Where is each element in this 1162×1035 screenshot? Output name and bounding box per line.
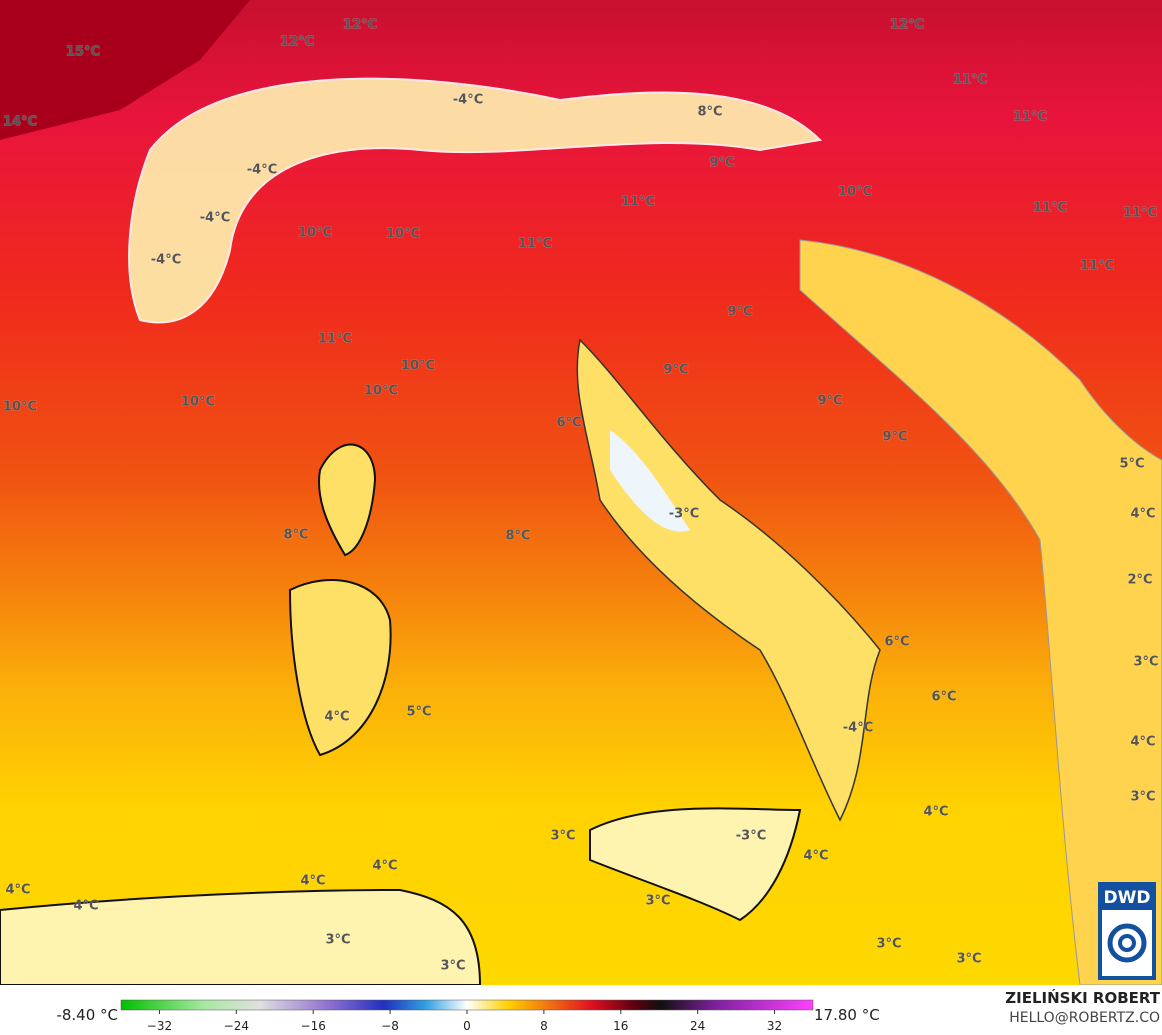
temperature-label: -3°C: [669, 507, 699, 522]
colorbar-tick-label: −32: [147, 1019, 172, 1033]
colorbar-tick-label: 0: [463, 1019, 471, 1033]
temperature-label: -4°C: [247, 163, 277, 178]
temperature-label: 11°C: [1080, 259, 1114, 274]
colorbar-tick-label: 32: [767, 1019, 782, 1033]
temperature-label: 11°C: [1033, 201, 1067, 216]
temperature-label: 10°C: [386, 227, 420, 242]
alps-cold: [128, 77, 823, 324]
temperature-label: 4°C: [324, 710, 349, 725]
temperature-label: 9°C: [817, 394, 842, 409]
colorbar-ticks: −32 −24 −16 −8 0 8 16 24 32: [147, 1010, 782, 1033]
temperature-label: 3°C: [325, 933, 350, 948]
dwd-logo-text: DWD: [1104, 888, 1151, 908]
temperature-label: 4°C: [300, 874, 325, 889]
temperature-label: 9°C: [663, 363, 688, 378]
temperature-label: -4°C: [200, 211, 230, 226]
map: [0, 0, 1162, 986]
temperature-labels: 15°C 12°C 12°C 12°C 11°C 14°C -4°C 8°C 11°C -4°C 9…: [2, 17, 1159, 974]
dwd-logo-swirl: [1107, 923, 1147, 963]
colorbar-max: 17.80 °C: [814, 1006, 880, 1024]
temperature-label: 6°C: [556, 416, 581, 431]
temperature-label: 10°C: [298, 226, 332, 241]
temperature-label: 10°C: [838, 185, 872, 200]
temperature-label: 12°C: [343, 18, 377, 33]
dwd-logo-swirl: [1118, 934, 1136, 952]
colorbar-tick-label: −24: [224, 1019, 249, 1033]
author: ZIELIŃSKI ROBERT: [1005, 988, 1160, 1007]
sicily: [589, 807, 802, 922]
temperature-label: 5°C: [406, 705, 431, 720]
temperature-label: 8°C: [505, 529, 530, 544]
warm-zone: [0, 0, 250, 140]
corsica: [318, 443, 377, 557]
temperature-label: 3°C: [550, 829, 575, 844]
temperature-label: 4°C: [923, 805, 948, 820]
temperature-label: -4°C: [843, 721, 873, 736]
temperature-label: 11°C: [518, 237, 552, 252]
temperature-label: 12°C: [890, 18, 924, 33]
temperature-label: 2°C: [1127, 573, 1152, 588]
colorbar: [120, 999, 814, 1011]
temperature-label: -3°C: [736, 829, 766, 844]
temperature-label: 8°C: [283, 528, 308, 543]
temperature-label: 3°C: [440, 959, 465, 974]
temperature-label: 4°C: [803, 849, 828, 864]
colorbar-tick-label: 24: [690, 1019, 705, 1033]
apennines-cold: [610, 430, 690, 532]
temperature-label: 11°C: [318, 332, 352, 347]
temperature-label: -4°C: [151, 253, 181, 268]
temperature-label: 6°C: [884, 635, 909, 650]
temperature-label: 9°C: [727, 305, 752, 320]
temperature-label: 9°C: [882, 430, 907, 445]
temperature-label: 6°C: [931, 690, 956, 705]
temperature-label: 3°C: [1133, 655, 1158, 670]
temperature-label: 4°C: [5, 883, 30, 898]
temperature-label: 11°C: [1013, 110, 1047, 125]
temperature-label: 10°C: [364, 384, 398, 399]
temperature-label: 9°C: [709, 156, 734, 171]
temperature-label: 3°C: [1130, 790, 1155, 805]
north-africa: [0, 888, 482, 986]
balkans-land: [799, 239, 1162, 986]
temperature-label: 12°C: [280, 35, 314, 50]
colorbar-tick-label: −16: [301, 1019, 326, 1033]
temperature-label: 8°C: [697, 105, 722, 120]
temperature-label: 3°C: [876, 937, 901, 952]
temperature-label: 14°C: [3, 115, 37, 130]
temperature-label: 3°C: [645, 894, 670, 909]
temperature-label: 4°C: [372, 859, 397, 874]
temperature-label: -4°C: [453, 93, 483, 108]
colorbar-tick-label: −8: [381, 1019, 399, 1033]
temperature-label: 4°C: [1130, 735, 1155, 750]
temperature-label: 11°C: [621, 195, 655, 210]
temperature-label: 5°C: [1119, 457, 1144, 472]
colorbar-tick-label: 16: [613, 1019, 628, 1033]
colorbar-tick-label: 8: [540, 1019, 548, 1033]
italy-land: [576, 338, 881, 822]
temperature-label: 15°C: [66, 45, 100, 60]
temperature-label: 4°C: [1130, 507, 1155, 522]
email: HELLO@ROBERTZ.CO: [1009, 1010, 1160, 1026]
temperature-label: 4°C: [73, 899, 98, 914]
sardinia: [288, 579, 392, 757]
temperature-label: 10°C: [3, 400, 37, 415]
temperature-label: 3°C: [956, 952, 981, 967]
colorbar-min: -8.40 °C: [56, 1006, 118, 1024]
temperature-label: 11°C: [1123, 206, 1157, 221]
temperature-label: 10°C: [401, 359, 435, 374]
temperature-label: 10°C: [181, 395, 215, 410]
temperature-label: 11°C: [953, 73, 987, 88]
